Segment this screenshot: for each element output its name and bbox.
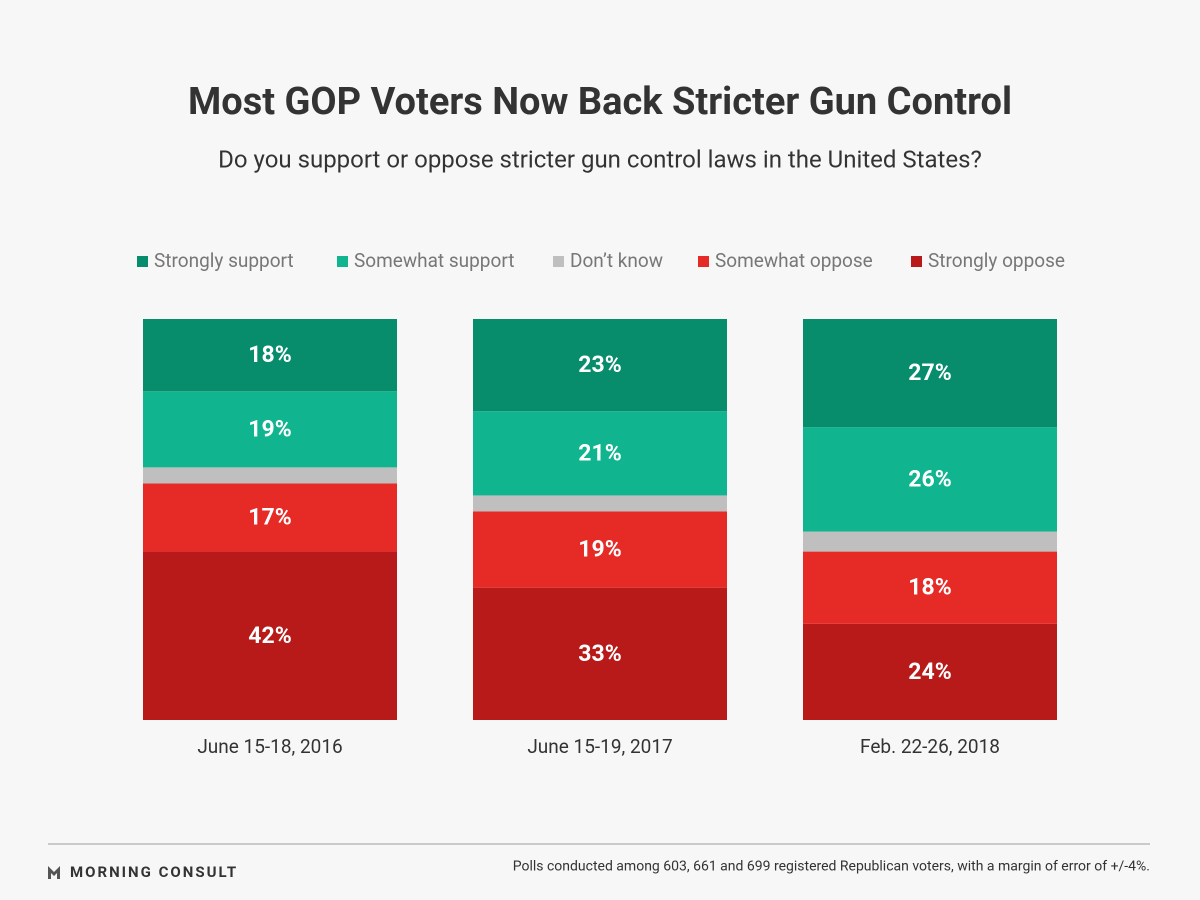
bar-segment [143, 391, 397, 468]
bar-segment [803, 551, 1057, 624]
data-label: 42% [248, 622, 291, 649]
bar-segment [473, 587, 727, 720]
legend-swatch [553, 256, 564, 267]
bar-segment [473, 319, 727, 412]
bar-segment [473, 495, 727, 512]
x-tick-label: June 15-19, 2017 [527, 735, 672, 758]
data-label: 19% [248, 415, 291, 442]
data-label: 21% [578, 439, 621, 466]
bar-segment [143, 483, 397, 552]
legend-swatch [137, 256, 148, 267]
data-label: 23% [578, 351, 621, 378]
legend-label: Don’t know [570, 249, 663, 272]
bar-segment [143, 467, 397, 484]
data-label: 17% [248, 504, 291, 531]
legend-swatch [337, 256, 348, 267]
legend-label: Somewhat support [354, 249, 514, 272]
data-label: 19% [578, 536, 621, 563]
data-label: 18% [248, 341, 291, 368]
bar-segment [473, 511, 727, 588]
data-label: 26% [908, 465, 951, 492]
bar-segment [803, 531, 1057, 552]
bar-segment [143, 551, 397, 720]
data-label: 18% [908, 574, 951, 601]
footnote: Polls conducted among 603, 661 and 699 r… [513, 859, 1150, 875]
bar-segment [473, 411, 727, 496]
bar-segment [803, 427, 1057, 532]
bar-segment [143, 319, 397, 392]
bar-segment [803, 623, 1057, 720]
brand-logo: MORNING CONSULT [48, 863, 238, 881]
brand-name: MORNING CONSULT [70, 863, 238, 881]
data-label: 33% [578, 640, 621, 667]
logo-icon [48, 866, 60, 879]
legend-label: Somewhat oppose [715, 249, 873, 272]
legend-label: Strongly support [154, 249, 294, 272]
bar-segment [803, 319, 1057, 428]
legend-swatch [911, 256, 922, 267]
legend-swatch [698, 256, 709, 267]
chart-title: Most GOP Voters Now Back Stricter Gun Co… [188, 80, 1012, 124]
x-tick-label: June 15-18, 2016 [197, 735, 342, 758]
legend-label: Strongly oppose [928, 249, 1065, 272]
data-label: 24% [908, 658, 951, 685]
data-label: 27% [908, 359, 951, 386]
x-tick-label: Feb. 22-26, 2018 [860, 735, 1000, 758]
chart-subtitle: Do you support or oppose stricter gun co… [218, 145, 982, 173]
